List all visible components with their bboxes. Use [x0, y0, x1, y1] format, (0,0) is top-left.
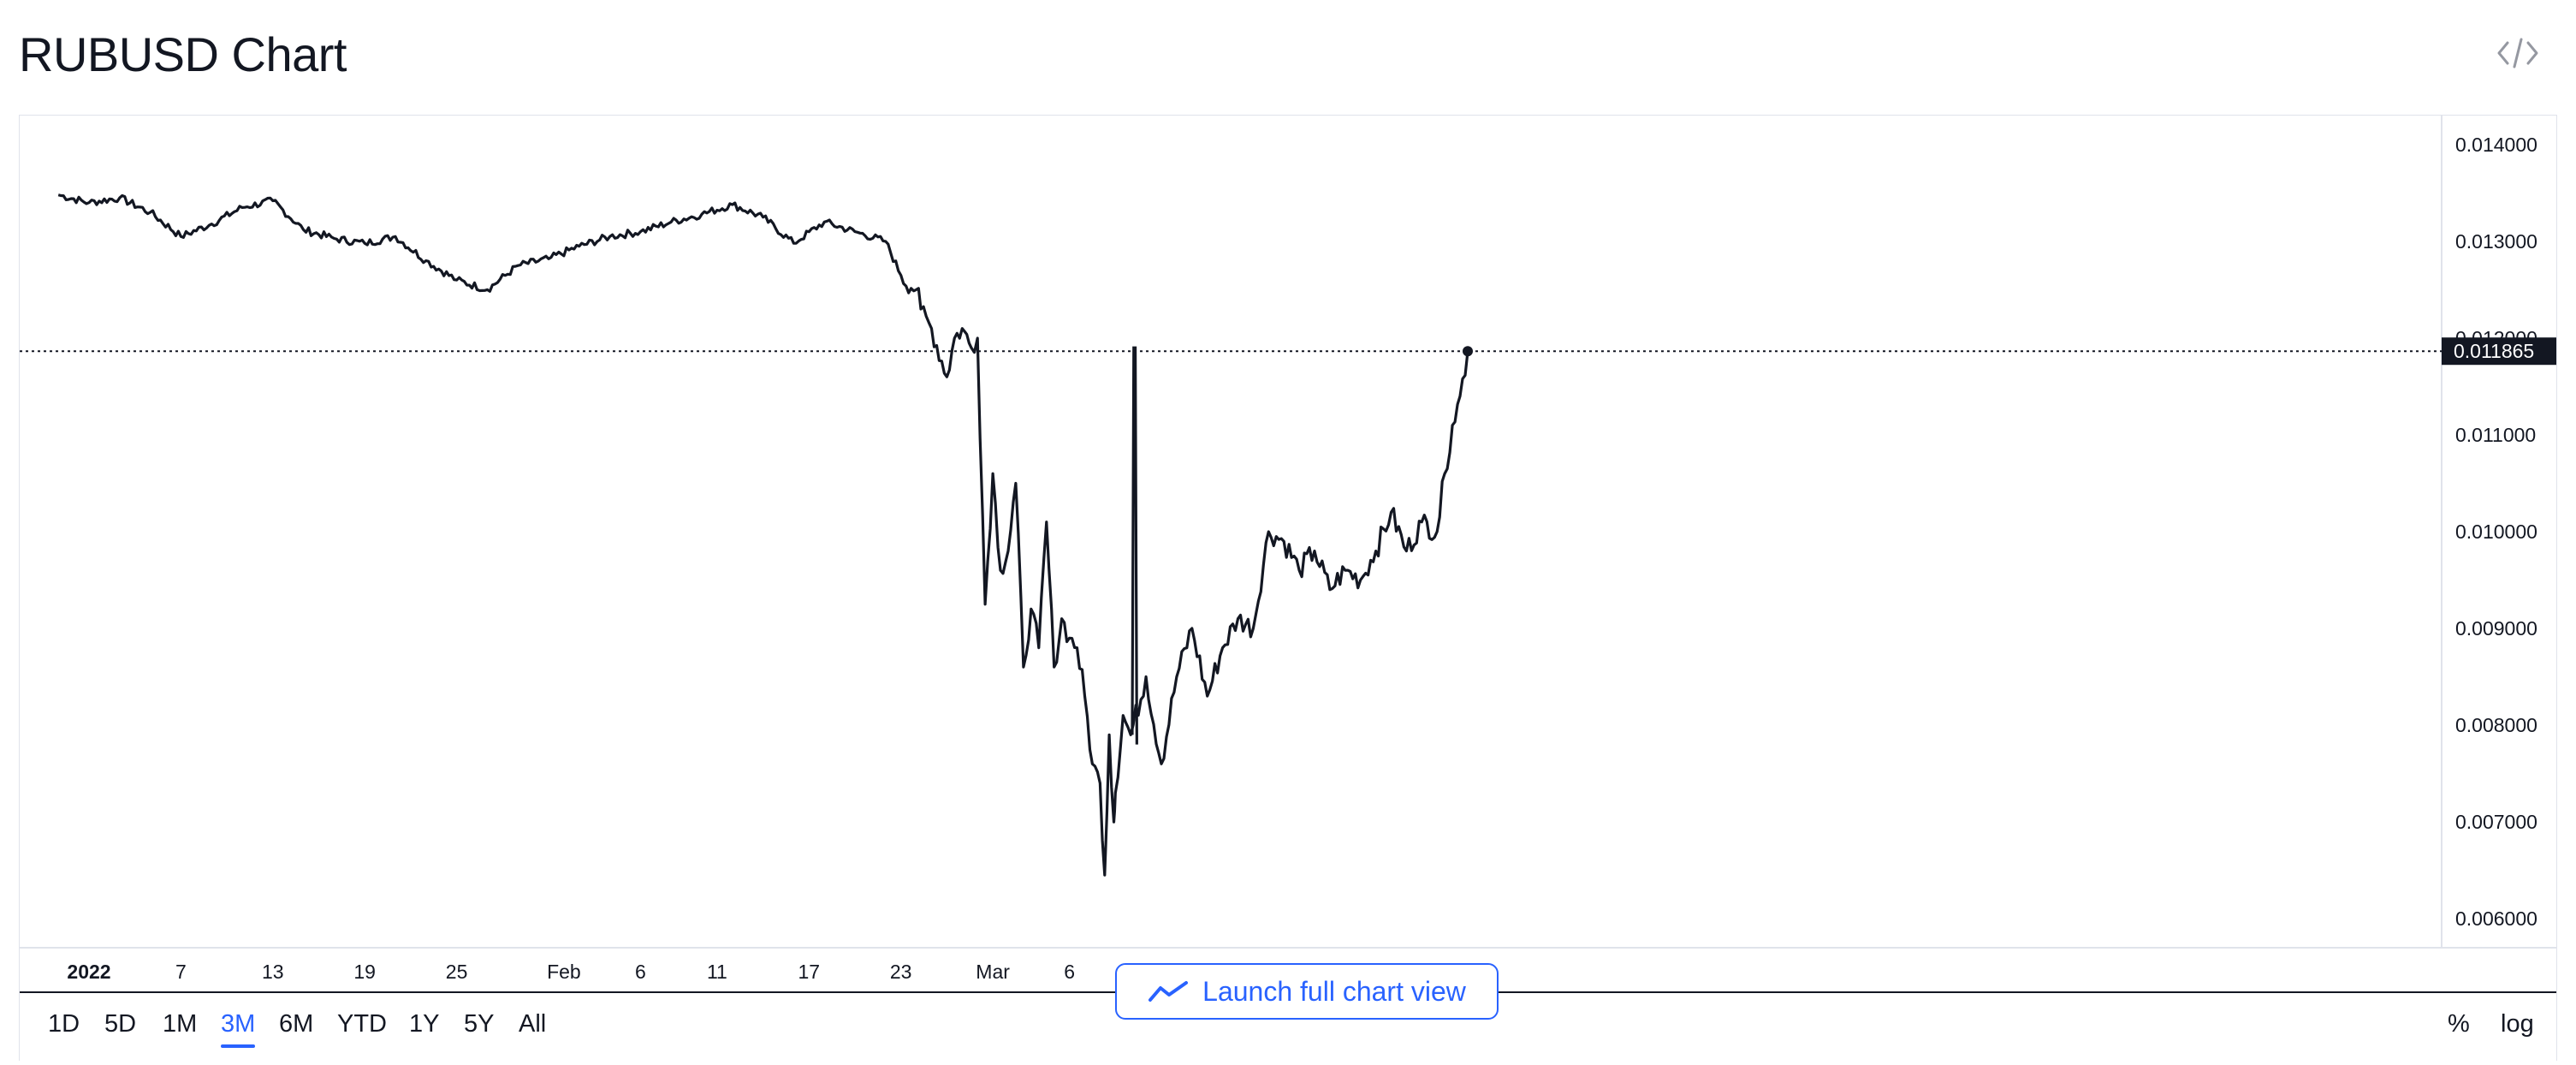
range-button-ytd[interactable]: YTD [337, 1010, 387, 1038]
time-tick-label: 23 [890, 961, 912, 983]
price-tick-label: 0.008000 [2455, 714, 2537, 736]
price-tick-label: 0.013000 [2455, 230, 2537, 253]
range-button-5d[interactable]: 5D [104, 1010, 137, 1038]
time-tick-label: 13 [262, 961, 284, 983]
range-button-all[interactable]: All [519, 1010, 547, 1038]
time-tick-label: 11 [707, 961, 727, 983]
chart-area[interactable]: 0.0140000.0130000.0120000.0110000.010000… [19, 115, 2557, 1061]
price-tick-label: 0.010000 [2455, 521, 2537, 543]
price-tick-label: 0.009000 [2455, 617, 2537, 640]
time-range-bar: 1D 5D 1M 3M 6M YTD 1Y 5Y All % log [19, 993, 2555, 1058]
price-tick-label: 0.006000 [2455, 907, 2537, 930]
trend-line-icon [1149, 981, 1189, 1002]
percent-scale-toggle[interactable]: % [2448, 1010, 2470, 1038]
range-button-1d[interactable]: 1D [48, 1010, 80, 1038]
time-tick-label: 6 [635, 961, 646, 983]
last-price-tag [2442, 337, 2556, 366]
rubusd-price-line [57, 193, 1469, 877]
embed-code-button[interactable] [2496, 34, 2540, 72]
time-tick-label: 17 [798, 961, 821, 983]
time-tick-label: 19 [353, 961, 376, 983]
active-range-indicator [221, 1044, 255, 1048]
price-tick-label: 0.014000 [2455, 134, 2537, 156]
last-price-marker [1463, 346, 1473, 357]
price-tick-label: 0.007000 [2455, 811, 2537, 833]
launch-full-chart-label: Launch full chart view [1202, 975, 1466, 1007]
price-spike [1131, 346, 1138, 745]
time-tick-label: Feb [547, 961, 581, 983]
price-tick-label: 0.011000 [2455, 424, 2536, 446]
page-title: RUBUSD Chart [19, 27, 347, 81]
last-price-label: 0.011865 [2454, 340, 2534, 362]
range-button-3m[interactable]: 3M [221, 1010, 256, 1038]
log-scale-toggle[interactable]: log [2501, 1010, 2534, 1038]
time-tick-label: Mar [976, 961, 1010, 983]
launch-full-chart-button[interactable]: Launch full chart view [1115, 963, 1499, 1020]
time-tick-label: 25 [446, 961, 468, 983]
range-button-1y[interactable]: 1Y [409, 1010, 440, 1038]
time-tick-label: 6 [1064, 961, 1075, 983]
code-brackets-icon [2497, 38, 2538, 68]
chart-svg[interactable]: 0.0140000.0130000.0120000.0110000.010000… [20, 116, 2556, 994]
range-button-5y[interactable]: 5Y [464, 1010, 495, 1038]
time-tick-label: 7 [175, 961, 187, 983]
range-button-6m[interactable]: 6M [279, 1010, 314, 1038]
range-button-1m[interactable]: 1M [163, 1010, 198, 1038]
time-tick-label: 2022 [67, 961, 110, 983]
